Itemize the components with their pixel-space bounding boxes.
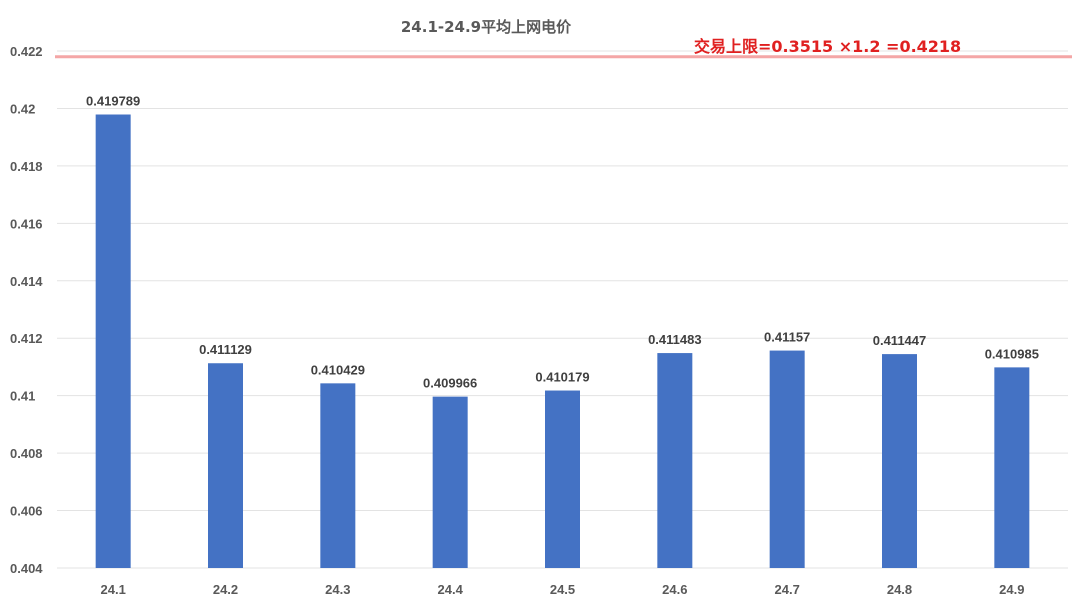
bar <box>95 114 131 569</box>
limit-reference-label: 交易上限=0.3515 ×1.2 =0.4218 <box>694 37 961 56</box>
y-tick-label: 0.404 <box>10 561 43 576</box>
y-tick-label: 0.42 <box>10 101 35 116</box>
x-tick-label: 24.9 <box>999 582 1024 597</box>
y-tick-label: 0.414 <box>10 274 43 289</box>
data-label: 0.41157 <box>764 330 810 345</box>
y-tick-label: 0.422 <box>10 44 43 59</box>
x-tick-label: 24.4 <box>438 582 464 597</box>
x-tick-label: 24.5 <box>550 582 575 597</box>
data-label: 0.411447 <box>873 333 927 348</box>
data-label: 0.419789 <box>86 94 140 109</box>
x-tick-label: 24.1 <box>101 582 126 597</box>
y-tick-label: 0.41 <box>10 389 35 404</box>
bar <box>769 350 805 568</box>
x-tick-label: 24.6 <box>662 582 687 597</box>
data-label: 0.410429 <box>311 362 365 377</box>
x-tick-label: 24.3 <box>325 582 350 597</box>
x-tick-label: 24.8 <box>887 582 912 597</box>
y-tick-label: 0.412 <box>10 331 43 346</box>
chart-title: 24.1-24.9平均上网电价 <box>401 18 572 36</box>
data-label: 0.411483 <box>648 332 702 347</box>
y-axis-ticks: 0.404 0.406 0.408 0.41 0.412 0.414 0.416 0.418 0… <box>10 44 43 576</box>
data-label: 0.411129 <box>199 342 252 357</box>
y-tick-label: 0.408 <box>10 446 43 461</box>
data-label: 0.410985 <box>985 346 1039 361</box>
x-tick-label: 24.7 <box>775 582 800 597</box>
y-tick-label: 0.406 <box>10 504 43 519</box>
data-label: 0.409966 <box>423 376 477 391</box>
x-tick-label: 24.2 <box>213 582 238 597</box>
bar <box>657 353 693 568</box>
bars <box>95 114 1030 569</box>
bar <box>208 363 243 568</box>
y-tick-label: 0.416 <box>10 216 43 231</box>
data-labels: 0.419789 0.411129 0.410429 0.409966 0.410179… <box>86 94 1039 391</box>
bar <box>432 396 468 568</box>
bar <box>320 383 356 568</box>
x-axis-ticks: 24.1 24.2 24.3 24.4 24.5 24.6 24.7 24.8 24.9 <box>101 582 1025 597</box>
data-label: 0.410179 <box>535 370 589 385</box>
bar <box>994 367 1030 568</box>
y-tick-label: 0.418 <box>10 159 43 174</box>
bar <box>545 390 580 568</box>
bar <box>882 354 917 568</box>
